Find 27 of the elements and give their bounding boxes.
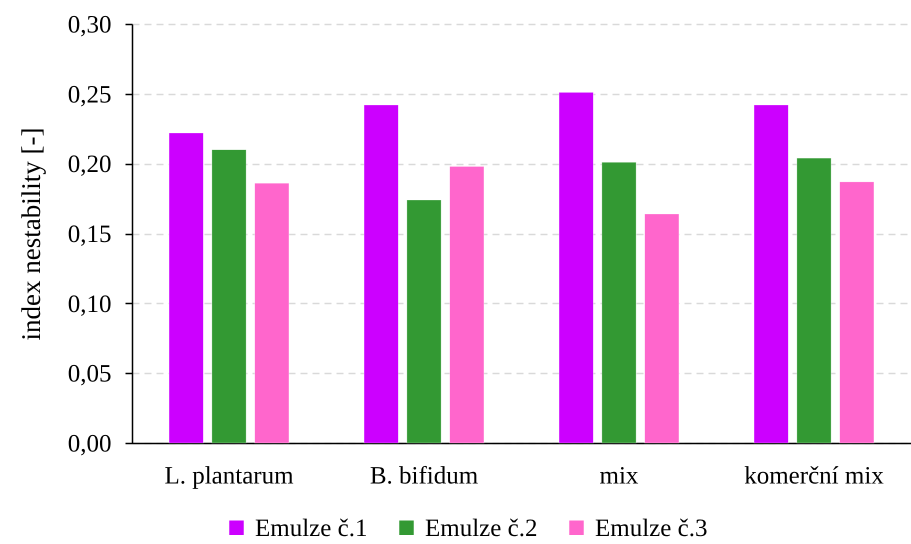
- y-tick-label: 0,10: [68, 290, 112, 318]
- y-tick-label: 0,25: [68, 81, 112, 108]
- legend-label: Emulze č.2: [425, 514, 538, 542]
- legend-label: Emulze č.3: [595, 514, 708, 542]
- y-tick-label: 0,00: [68, 430, 112, 458]
- bar: [449, 166, 484, 444]
- bar: [754, 104, 789, 444]
- y-axis-title: index nestability [-]: [16, 128, 46, 340]
- y-tick-label: 0,20: [68, 151, 112, 178]
- bar: [212, 149, 246, 444]
- legend-label: Emulze č.1: [255, 514, 368, 542]
- x-tick-label: komerční mix: [744, 462, 884, 490]
- x-tick-label: L. plantarum: [164, 462, 294, 490]
- bar: [406, 200, 442, 444]
- bar: [796, 158, 832, 444]
- bar: [839, 182, 874, 444]
- bar: [602, 162, 636, 444]
- bar: [168, 132, 204, 444]
- bar: [558, 92, 594, 444]
- bar: [644, 214, 680, 444]
- x-tick-label: B. bifidum: [370, 462, 479, 490]
- y-tick-label: 0,05: [68, 360, 112, 388]
- bar: [364, 104, 399, 444]
- x-tick-label: mix: [600, 462, 639, 490]
- y-tick-label: 0,30: [68, 12, 112, 38]
- y-tick-label: 0,15: [68, 221, 112, 248]
- bar: [254, 182, 290, 444]
